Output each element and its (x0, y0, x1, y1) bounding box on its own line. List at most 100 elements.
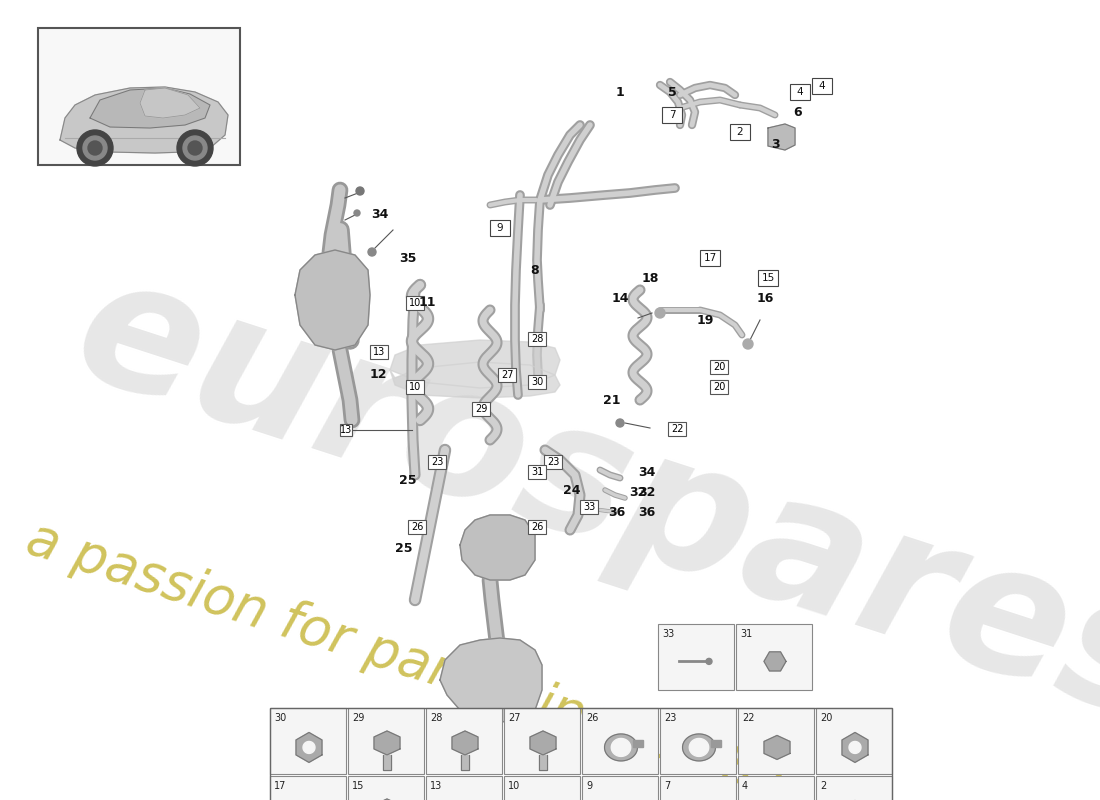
Polygon shape (768, 124, 795, 150)
Bar (383, 755, 392, 770)
Text: 14: 14 (612, 291, 629, 305)
Bar (370, 345, 388, 359)
Text: 2: 2 (737, 127, 744, 137)
Bar (348, 708, 424, 774)
Text: 3: 3 (771, 138, 779, 151)
Text: 26: 26 (531, 522, 543, 532)
Circle shape (88, 141, 102, 155)
Circle shape (354, 210, 360, 216)
Text: 4: 4 (796, 87, 803, 97)
Bar (816, 708, 892, 774)
Bar (426, 776, 502, 800)
Text: 15: 15 (352, 781, 364, 791)
Bar (812, 78, 832, 94)
Bar (340, 424, 352, 436)
Polygon shape (374, 731, 400, 755)
Circle shape (742, 339, 754, 349)
Bar (270, 708, 346, 774)
Polygon shape (302, 742, 315, 754)
Bar (660, 776, 736, 800)
Text: 29: 29 (352, 713, 364, 723)
Bar (660, 708, 736, 774)
Bar (668, 422, 686, 436)
Text: eurospares: eurospares (55, 240, 1100, 760)
Text: 26: 26 (586, 713, 598, 723)
Text: 23: 23 (664, 713, 676, 723)
Bar (270, 708, 892, 800)
Text: 16: 16 (757, 291, 773, 305)
Text: 1: 1 (616, 86, 625, 98)
Text: 32: 32 (638, 486, 656, 498)
Text: 29: 29 (475, 404, 487, 414)
Bar (504, 776, 580, 800)
Text: 11: 11 (418, 295, 436, 309)
Text: 34: 34 (638, 466, 656, 478)
Text: 28: 28 (531, 334, 543, 344)
Bar (730, 124, 750, 140)
Polygon shape (849, 742, 861, 754)
Bar (544, 455, 562, 469)
Text: 31: 31 (740, 629, 752, 639)
Bar (39, 28, 240, 165)
Text: 17: 17 (703, 253, 716, 263)
Bar (632, 740, 644, 747)
Bar (790, 84, 810, 100)
Circle shape (77, 130, 113, 166)
Text: 25: 25 (399, 474, 417, 486)
Polygon shape (764, 735, 790, 759)
Polygon shape (683, 734, 715, 761)
Text: 20: 20 (820, 713, 833, 723)
Bar (406, 380, 424, 394)
Bar (461, 755, 470, 770)
Polygon shape (296, 733, 322, 762)
Text: 10: 10 (409, 298, 421, 308)
Text: 2: 2 (820, 781, 826, 791)
Text: 8: 8 (530, 263, 539, 277)
Text: 23: 23 (431, 457, 443, 467)
Bar (758, 270, 778, 286)
Text: 36: 36 (608, 506, 626, 518)
Bar (816, 776, 892, 800)
Polygon shape (842, 733, 868, 762)
Text: 12: 12 (370, 369, 387, 382)
Bar (658, 624, 734, 690)
Text: 7: 7 (664, 781, 670, 791)
Bar (498, 368, 516, 382)
Bar (528, 465, 546, 479)
Text: 6: 6 (794, 106, 802, 118)
Bar (528, 520, 546, 534)
Bar (736, 624, 812, 690)
Text: a passion for parts since 1985: a passion for parts since 1985 (20, 512, 794, 800)
Bar (711, 740, 722, 747)
Text: 4: 4 (742, 781, 748, 791)
Circle shape (654, 308, 666, 318)
Bar (738, 708, 814, 774)
Bar (710, 380, 728, 394)
Polygon shape (60, 87, 228, 153)
Text: 23: 23 (547, 457, 559, 467)
Polygon shape (295, 250, 370, 350)
Bar (582, 708, 658, 774)
Text: 13: 13 (373, 347, 385, 357)
Text: 21: 21 (603, 394, 620, 406)
Polygon shape (390, 340, 560, 398)
Bar (539, 755, 548, 770)
Bar (408, 520, 426, 534)
Bar (406, 296, 424, 310)
Text: 20: 20 (713, 362, 725, 372)
Polygon shape (530, 731, 556, 755)
Bar (710, 360, 728, 374)
Circle shape (356, 187, 364, 195)
Polygon shape (612, 738, 630, 757)
Text: 27: 27 (500, 370, 514, 380)
Text: 4: 4 (818, 81, 825, 91)
Polygon shape (452, 731, 478, 755)
Text: 10: 10 (508, 781, 520, 791)
Bar (582, 776, 658, 800)
Text: 19: 19 (696, 314, 714, 326)
Text: 33: 33 (583, 502, 595, 512)
Text: 33: 33 (662, 629, 674, 639)
Text: 15: 15 (761, 273, 774, 283)
Bar (528, 332, 546, 346)
Bar (472, 402, 490, 416)
